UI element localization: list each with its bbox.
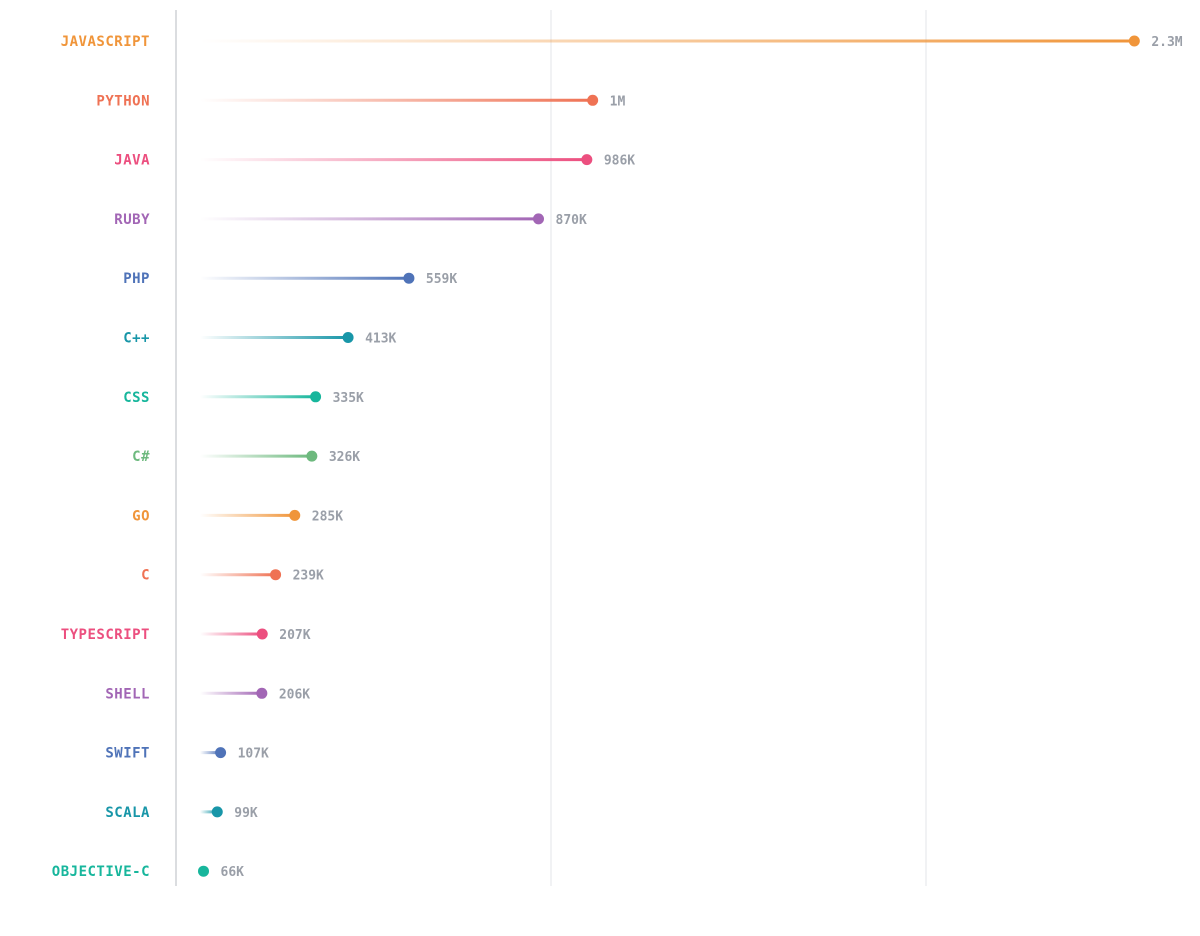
- category-label: C++: [123, 331, 150, 347]
- lollipop-dot: [403, 272, 415, 284]
- lollipop-dot: [256, 628, 268, 640]
- category-label: PHP: [123, 271, 150, 287]
- chart-row: C 239K: [141, 568, 324, 584]
- lollipop-dot: [342, 332, 354, 343]
- category-label: SHELL: [105, 686, 150, 702]
- lollipop-dot: [211, 806, 223, 818]
- value-label: 206K: [279, 687, 310, 702]
- lollipop-dot: [587, 94, 599, 106]
- chart-row: RUBY 870K: [114, 212, 587, 228]
- category-label: JAVA: [114, 153, 150, 169]
- value-label: 335K: [333, 391, 364, 406]
- lollipop-dot: [306, 450, 318, 462]
- category-label: SCALA: [105, 805, 150, 821]
- lollipop-dot: [289, 509, 301, 521]
- chart-row: SWIFT 107K: [105, 746, 269, 762]
- value-label: 207K: [279, 628, 310, 643]
- category-label: JAVASCRIPT: [61, 34, 150, 50]
- chart-row: GO 285K: [132, 508, 343, 524]
- value-label: 986K: [604, 154, 635, 169]
- category-label: OBJECTIVE-C: [52, 864, 150, 880]
- gridlines: [175, 10, 927, 886]
- chart-row: JAVA 986K: [114, 153, 635, 169]
- category-label: CSS: [123, 390, 150, 406]
- chart-row: PYTHON 1M: [96, 93, 625, 109]
- chart-rows: JAVASCRIPT 2.3M PYTHON 1M JAVA 986K RUBY 870K PH…: [52, 34, 1183, 880]
- value-label: 107K: [238, 747, 269, 762]
- lollipop-dot: [215, 747, 227, 759]
- chart-row: CSS 335K: [123, 390, 364, 406]
- value-label: 239K: [293, 569, 324, 584]
- category-label: PYTHON: [96, 93, 150, 109]
- lollipop-dot: [310, 391, 322, 403]
- value-label: 559K: [426, 272, 457, 287]
- lollipop-dot: [581, 154, 593, 166]
- category-label: RUBY: [114, 212, 150, 228]
- chart-row: SCALA 99K: [105, 805, 258, 821]
- value-label: 1M: [610, 94, 626, 109]
- chart-row: SHELL 206K: [105, 686, 310, 702]
- category-label: TYPESCRIPT: [61, 627, 150, 643]
- lollipop-dot: [256, 687, 268, 699]
- value-label: 66K: [221, 865, 245, 880]
- value-label: 413K: [365, 332, 396, 347]
- chart-row: JAVASCRIPT 2.3M: [61, 34, 1183, 50]
- category-label: GO: [132, 508, 150, 524]
- value-label: 99K: [234, 806, 258, 821]
- category-label: C: [141, 568, 150, 584]
- chart-row: TYPESCRIPT 207K: [61, 627, 311, 643]
- chart-row: OBJECTIVE-C 66K: [52, 864, 244, 880]
- chart-row: C# 326K: [132, 449, 360, 465]
- category-label: C#: [132, 449, 150, 465]
- lollipop-dot: [1128, 35, 1140, 47]
- value-label: 870K: [556, 213, 587, 228]
- value-label: 285K: [312, 509, 343, 524]
- lollipop-dot: [270, 569, 282, 581]
- value-label: 2.3M: [1151, 35, 1182, 50]
- lollipop-dot: [198, 865, 209, 877]
- chart-row: PHP 559K: [123, 271, 457, 287]
- value-label: 326K: [329, 450, 360, 465]
- lollipop-dot: [533, 213, 544, 225]
- chart-row: C++ 413K: [123, 331, 396, 347]
- category-label: SWIFT: [105, 746, 150, 762]
